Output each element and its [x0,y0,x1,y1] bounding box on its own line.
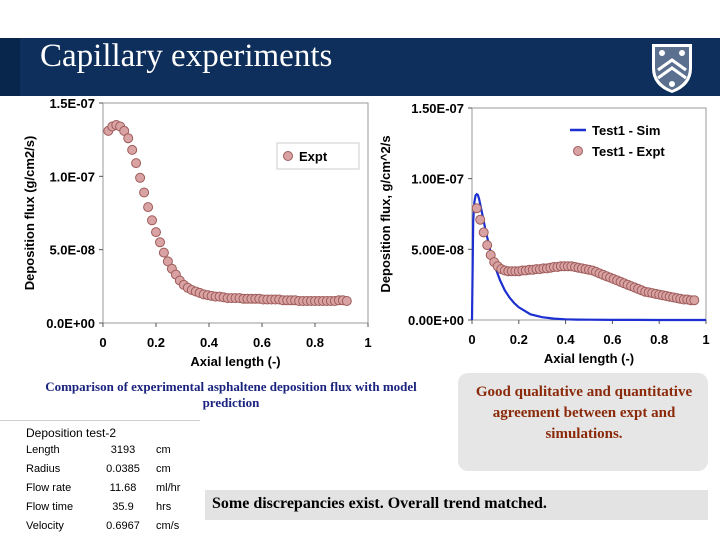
table-cell-unit: ml/hr [156,481,181,494]
table-cell-value: 0.0385 [106,462,140,475]
university-shield-icon [652,44,692,93]
plot-area [471,107,707,321]
table-top-border [0,420,200,541]
table-cell-unit: hrs [156,500,172,513]
right-legend: Test1 - Sim Test1 - Expt [570,123,665,159]
slide-title: Capillary experiments [40,38,333,74]
data-point [482,240,493,251]
x-axis-label: Axial length (-) [190,354,280,369]
legend-expt-label: Expt [299,149,328,164]
table-cell-name: Radius [26,462,61,475]
data-point [135,172,146,183]
table-cell-value: 0.6967 [106,519,140,532]
x-tick-label: 0.8 [650,332,668,347]
data-point [155,237,165,248]
x-tick-label: 0.4 [557,332,576,347]
y-tick-label: 0.0E+00 [46,316,95,331]
x-tick-label: 0.2 [510,332,528,347]
agreement-text: Good qualitative and quantitative agreem… [475,384,693,442]
data-point [151,227,161,238]
table-title: Deposition test-2 [26,426,117,440]
data-point [127,144,138,155]
legend-expt-label: Test1 - Expt [592,144,665,159]
table-cell-name: Length [26,443,60,456]
left-legend: Expt [276,142,360,170]
table-cell-name: Velocity [26,519,64,532]
y-tick-label: 5.00E-08 [411,242,464,257]
table-row: Flow time 35.9 hrs [22,497,194,516]
table-cell-value: 3193 [110,443,136,456]
x-axis-label: Axial length (-) [544,351,634,366]
data-point [689,295,700,306]
y-tick-label: 1.0E-07 [49,169,95,184]
chart-caption: Comparison of experimental asphaltene de… [45,379,417,410]
x-tick-label: 0.6 [253,335,271,350]
table-row: Radius 0.0385 cm [22,459,194,478]
table-row: Length 3193 cm [22,440,194,459]
y-tick-label: 1.50E-07 [411,101,464,116]
x-tick-label: 0 [468,332,475,347]
table-cell-value: 35.9 [112,500,134,513]
data-point [478,227,489,238]
right-chart: 0.00E+00 5.00E-08 1.00E-07 1.50E-07 0 0.2 0.4 0… [380,96,720,376]
data-point [341,296,352,306]
parameter-table: Length 3193 cm Radius 0.0385 cm Flow rate 11.68… [22,440,194,535]
y-tick-label: 5.0E-08 [49,243,95,258]
y-axis-label: Deposition flux (g/cm2/s) [22,136,37,291]
legend-expt-marker [573,146,583,156]
discrepancy-bar [205,490,708,520]
title-ribbon [0,38,20,96]
x-tick-label: 0.4 [200,335,219,350]
y-tick-label: 0.00E+00 [408,313,464,328]
x-tick-label: 1 [364,335,371,350]
data-point [147,215,157,226]
x-tick-label: 0.6 [603,332,621,347]
discrepancy-text: Some discrepancies exist. Overall trend … [212,495,547,512]
data-point [471,203,482,214]
data-point [123,133,134,144]
plot-area [102,102,369,324]
table-row: Velocity 0.6967 cm/s [22,516,194,535]
x-tick-label: 1 [702,332,709,347]
agreement-callout [458,373,708,471]
y-tick-label: 1.5E-07 [49,96,95,111]
data-point [131,158,142,169]
title-bar [0,38,720,96]
x-tick-label: 0.2 [147,335,165,350]
series-line-0 [470,192,706,322]
data-point [143,202,154,213]
data-point [158,247,169,258]
legend-sim-label: Test1 - Sim [592,123,660,138]
table-cell-unit: cm [156,462,171,475]
table-cell-name: Flow time [26,500,74,513]
y-axis-label: Deposition flux, g/cm^2/s [380,135,393,292]
y-tick-label: 1.00E-07 [411,172,464,187]
legend-expt-marker [283,151,293,161]
table-cell-unit: cm/s [156,519,180,532]
table-cell-unit: cm [156,443,171,456]
x-tick-label: 0.8 [306,335,324,350]
data-point [475,214,486,225]
data-point [139,187,150,198]
left-chart: 0.0E+00 5.0E-08 1.0E-07 1.5E-07 0 0.2 0.4 0.6 0.… [18,96,384,376]
table-row: Flow rate 11.68 ml/hr [22,478,194,497]
table-cell-value: 11.68 [109,481,137,494]
table-cell-name: Flow rate [26,481,72,494]
x-tick-label: 0 [99,335,106,350]
